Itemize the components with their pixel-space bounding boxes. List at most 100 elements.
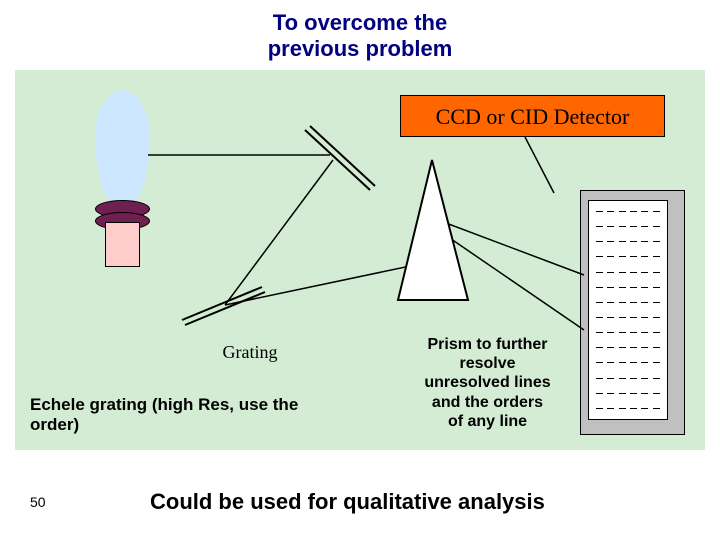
detector-dash [607, 393, 614, 394]
detector-dash [607, 211, 614, 212]
detector-dash [619, 347, 626, 348]
detector-dash [630, 287, 637, 288]
detector-dash [630, 378, 637, 379]
detector-dash [619, 362, 626, 363]
detector-dash [653, 347, 660, 348]
detector-dash [630, 241, 637, 242]
title-line-1: To overcome the [273, 10, 447, 35]
detector-dash [619, 272, 626, 273]
detector-dash [641, 347, 648, 348]
detector-dash [607, 241, 614, 242]
slide-title: To overcome the previous problem [0, 10, 720, 63]
detector-dash [653, 408, 660, 409]
detector-dash [653, 241, 660, 242]
detector-dash [630, 302, 637, 303]
detector-dash [630, 408, 637, 409]
title-line-2: previous problem [268, 36, 453, 61]
detector-dash [596, 317, 603, 318]
detector-dash [653, 302, 660, 303]
detector-dash [607, 256, 614, 257]
grating-label: Grating [180, 336, 320, 366]
detector-dash [607, 226, 614, 227]
echele-caption: Echele grating (high Res, use the order) [30, 395, 298, 436]
detector-dash [607, 302, 614, 303]
detector-dash [619, 256, 626, 257]
slide-number: 50 [30, 494, 46, 510]
detector-dash [607, 287, 614, 288]
detector-dash [641, 256, 648, 257]
prism-line-5: of any line [448, 413, 527, 430]
detector-dash [607, 332, 614, 333]
detector-dash [641, 317, 648, 318]
detector-dash [607, 378, 614, 379]
prism-line-4: and the orders [432, 394, 543, 411]
prism-line-3: unresolved lines [424, 374, 550, 391]
prism-caption: Prism to further resolve unresolved line… [400, 335, 575, 431]
echele-line-2: order) [30, 415, 79, 434]
detector-dash [596, 272, 603, 273]
prism-line-2: resolve [459, 355, 515, 372]
detector-dash [619, 226, 626, 227]
detector-dash [653, 256, 660, 257]
detector-dash [619, 241, 626, 242]
detector-dash [641, 272, 648, 273]
detector-dash [630, 317, 637, 318]
detector-dash [596, 287, 603, 288]
detector-dash [653, 393, 660, 394]
detector-column [607, 211, 614, 409]
prism-line-1: Prism to further [427, 336, 547, 353]
detector-column [619, 211, 626, 409]
detector-dash [630, 211, 637, 212]
detector-dash [596, 347, 603, 348]
detector-dash [607, 272, 614, 273]
detector-dash [653, 226, 660, 227]
detector-dash [596, 302, 603, 303]
detector-dash [641, 393, 648, 394]
detector-dash [607, 347, 614, 348]
detector-dash [653, 287, 660, 288]
detector-column [641, 211, 648, 409]
detector-column [653, 211, 660, 409]
detector-panel-inner [588, 200, 668, 420]
detector-dash [596, 393, 603, 394]
echele-line-1: Echele grating (high Res, use the [30, 395, 298, 414]
detector-dash [619, 378, 626, 379]
detector-dash [630, 226, 637, 227]
detector-dash [653, 211, 660, 212]
detector-dash [596, 378, 603, 379]
detector-dash [630, 272, 637, 273]
detector-dash [596, 332, 603, 333]
detector-dash [619, 211, 626, 212]
detector-dash [596, 226, 603, 227]
detector-dash [630, 393, 637, 394]
detector-dash [596, 211, 603, 212]
detector-dash [653, 272, 660, 273]
detector-dash [619, 317, 626, 318]
detector-dash [596, 362, 603, 363]
detector-dash [630, 332, 637, 333]
detector-dash [619, 332, 626, 333]
detector-label-box: CCD or CID Detector [400, 95, 665, 137]
detector-dash [630, 362, 637, 363]
detector-dash [653, 362, 660, 363]
detector-dash [596, 241, 603, 242]
detector-dash [653, 332, 660, 333]
detector-dash [641, 362, 648, 363]
detector-dash [653, 378, 660, 379]
detector-dash [641, 378, 648, 379]
detector-dash [641, 241, 648, 242]
detector-dash [653, 317, 660, 318]
detector-dash [596, 256, 603, 257]
detector-dash [630, 256, 637, 257]
detector-column [596, 211, 603, 409]
source-base [105, 222, 140, 267]
detector-dash [641, 211, 648, 212]
detector-dash [607, 408, 614, 409]
detector-dash [641, 408, 648, 409]
detector-dash [619, 302, 626, 303]
detector-dash [607, 362, 614, 363]
detector-column [630, 211, 637, 409]
detector-dash [619, 408, 626, 409]
bottom-caption: Could be used for qualitative analysis [150, 489, 545, 515]
detector-dash [607, 317, 614, 318]
